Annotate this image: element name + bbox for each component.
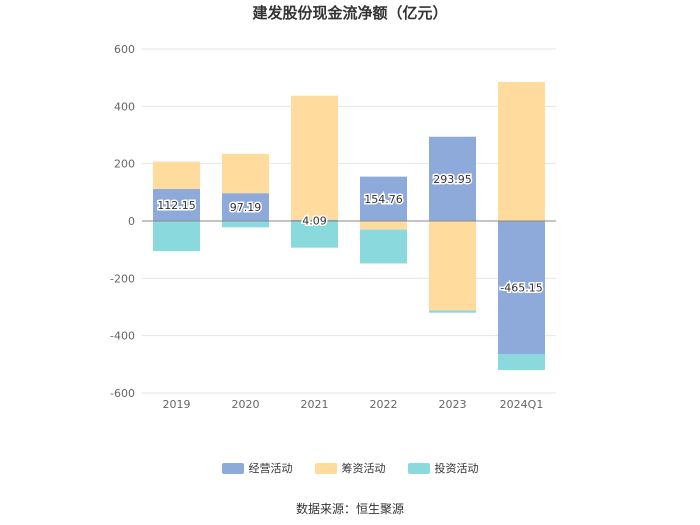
data-label: 112.15	[157, 199, 196, 212]
legend-item[interactable]: 投资活动	[407, 460, 479, 476]
bar-financing	[360, 221, 407, 230]
y-tick-label: -400	[110, 330, 135, 343]
bar-investing	[360, 229, 407, 264]
bar-investing	[291, 221, 338, 248]
bar-operating	[498, 221, 545, 355]
y-tick-label: -200	[110, 272, 135, 285]
bar-operating	[222, 193, 269, 221]
data-label: -465.15	[500, 282, 542, 295]
y-tick-label: -600	[110, 387, 135, 400]
y-tick-label: 0	[128, 215, 135, 228]
bar-financing	[429, 221, 476, 311]
legend-swatch	[314, 462, 337, 474]
bar-operating	[153, 188, 200, 221]
bar-financing	[222, 153, 269, 194]
bar-operating	[291, 219, 338, 221]
data-label: 97.19	[230, 201, 262, 214]
y-tick-label: 200	[114, 158, 135, 171]
data-label: 154.76	[364, 193, 403, 206]
legend-swatch	[221, 462, 244, 474]
chart-title: 建发股份现金流净额（亿元）	[252, 4, 448, 22]
x-tick-label: 2022	[370, 398, 398, 411]
bar-financing	[498, 81, 545, 221]
y-tick-label: 400	[114, 100, 135, 113]
legend: 经营活动 筹资活动 投资活动	[0, 460, 700, 476]
source-note: 数据来源：恒生聚源	[295, 502, 404, 516]
legend-item[interactable]: 经营活动	[221, 460, 293, 476]
bar-investing	[429, 310, 476, 313]
bar-investing	[153, 221, 200, 252]
bar-operating	[429, 136, 476, 221]
legend-label: 投资活动	[434, 462, 479, 475]
x-tick-label: 2019	[163, 398, 191, 411]
x-tick-label: 2024Q1	[500, 398, 544, 411]
data-label: 293.95	[433, 173, 472, 186]
legend-item[interactable]: 筹资活动	[314, 460, 386, 476]
bar-financing	[291, 95, 338, 220]
legend-label: 经营活动	[248, 462, 293, 475]
bar-operating	[360, 176, 407, 221]
legend-swatch	[407, 462, 430, 474]
bar-investing	[222, 221, 269, 228]
bar-investing	[498, 354, 545, 371]
bar-financing	[153, 161, 200, 189]
y-tick-label: 600	[114, 43, 135, 56]
x-tick-label: 2023	[439, 398, 467, 411]
legend-label: 筹资活动	[341, 462, 386, 475]
x-tick-label: 2020	[232, 398, 260, 411]
x-tick-label: 2021	[301, 398, 329, 411]
data-label: 4.09	[302, 214, 327, 227]
